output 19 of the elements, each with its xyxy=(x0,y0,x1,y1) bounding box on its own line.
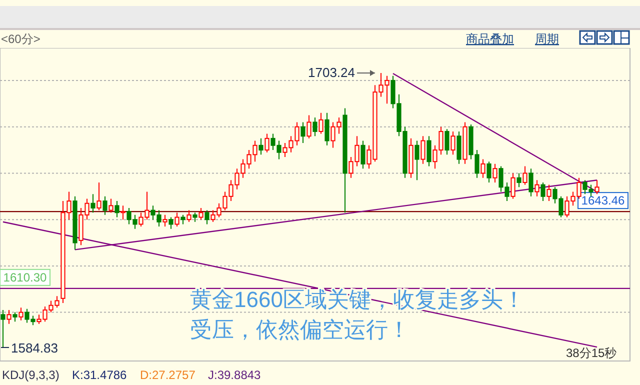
text: 商品叠加 xyxy=(466,32,514,46)
text: 周期 xyxy=(535,32,559,46)
candlestick xyxy=(408,138,414,178)
ref-line-label: 1610.30 xyxy=(3,270,48,284)
candlestick xyxy=(414,140,420,181)
text: <60分> xyxy=(1,32,40,46)
text: D:27.2757 xyxy=(140,368,196,382)
candlestick xyxy=(324,112,330,146)
candlestick xyxy=(300,122,306,144)
annotation: 1584.83 xyxy=(11,340,58,356)
ref-line-label: 1643.46 xyxy=(581,194,626,208)
annotation: 受压，依然偏空运行！ xyxy=(190,317,410,342)
text: J:39.8843 xyxy=(208,368,262,382)
text: KDJ(9,3,3) xyxy=(2,368,60,382)
annotation: 1703.24 xyxy=(308,64,355,80)
candlestick xyxy=(120,205,126,220)
candlestick xyxy=(534,180,540,197)
annotation: 38分15秒 xyxy=(566,346,617,360)
text: K:31.4786 xyxy=(72,368,128,382)
